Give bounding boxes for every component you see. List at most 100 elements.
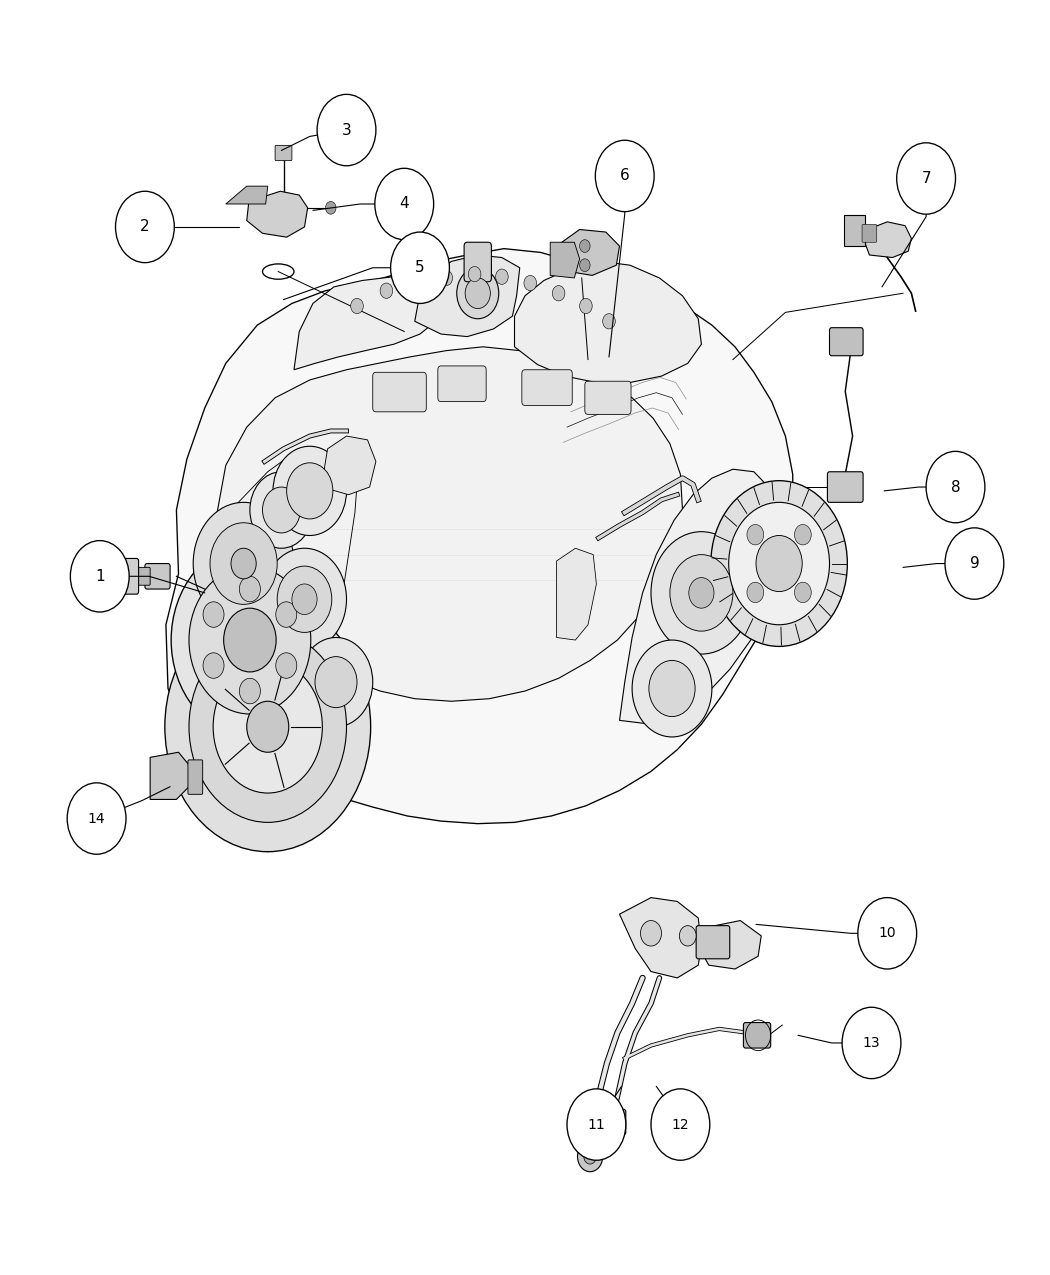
FancyBboxPatch shape <box>596 1109 626 1135</box>
Circle shape <box>203 602 224 627</box>
Circle shape <box>412 275 424 291</box>
Polygon shape <box>556 548 596 640</box>
Circle shape <box>567 1089 626 1160</box>
FancyBboxPatch shape <box>522 370 572 405</box>
Circle shape <box>747 524 763 544</box>
Circle shape <box>375 168 434 240</box>
Circle shape <box>552 286 565 301</box>
Polygon shape <box>323 436 376 495</box>
Circle shape <box>276 602 297 627</box>
Polygon shape <box>620 469 782 724</box>
Polygon shape <box>247 191 308 237</box>
Text: 7: 7 <box>921 171 931 186</box>
Text: 13: 13 <box>863 1037 880 1049</box>
Circle shape <box>945 528 1004 599</box>
Circle shape <box>165 602 371 852</box>
Circle shape <box>795 524 812 544</box>
Text: 4: 4 <box>399 196 410 212</box>
Circle shape <box>317 94 376 166</box>
Text: 12: 12 <box>672 1118 689 1131</box>
Text: 3: 3 <box>341 122 352 138</box>
Circle shape <box>651 1089 710 1160</box>
Circle shape <box>580 298 592 314</box>
Circle shape <box>679 926 696 946</box>
Circle shape <box>440 270 453 286</box>
Circle shape <box>640 921 662 946</box>
Circle shape <box>277 566 332 632</box>
Polygon shape <box>166 249 793 824</box>
Polygon shape <box>698 921 761 969</box>
FancyBboxPatch shape <box>438 366 486 402</box>
Polygon shape <box>620 898 701 978</box>
FancyBboxPatch shape <box>862 224 877 242</box>
Circle shape <box>842 1007 901 1079</box>
Text: 2: 2 <box>140 219 150 235</box>
FancyBboxPatch shape <box>145 564 170 589</box>
Circle shape <box>632 640 712 737</box>
Circle shape <box>795 583 812 603</box>
Circle shape <box>239 576 260 602</box>
Circle shape <box>250 472 313 548</box>
Circle shape <box>247 701 289 752</box>
Text: 6: 6 <box>620 168 630 184</box>
FancyBboxPatch shape <box>373 372 426 412</box>
Polygon shape <box>861 222 911 258</box>
Polygon shape <box>550 242 580 278</box>
FancyBboxPatch shape <box>188 760 203 794</box>
Circle shape <box>670 555 733 631</box>
Circle shape <box>729 502 830 625</box>
Circle shape <box>326 201 336 214</box>
Circle shape <box>276 653 297 678</box>
Circle shape <box>171 544 329 736</box>
Circle shape <box>203 653 224 678</box>
Circle shape <box>262 548 346 650</box>
Circle shape <box>224 608 276 672</box>
Circle shape <box>496 269 508 284</box>
Circle shape <box>299 638 373 727</box>
Text: 5: 5 <box>415 260 425 275</box>
Circle shape <box>595 140 654 212</box>
Circle shape <box>689 578 714 608</box>
Circle shape <box>747 583 763 603</box>
FancyBboxPatch shape <box>827 472 863 502</box>
Circle shape <box>391 232 449 303</box>
FancyBboxPatch shape <box>830 328 863 356</box>
Circle shape <box>315 657 357 708</box>
Circle shape <box>210 523 277 604</box>
Polygon shape <box>294 274 441 370</box>
Polygon shape <box>226 186 268 204</box>
Circle shape <box>213 660 322 793</box>
FancyBboxPatch shape <box>111 558 139 594</box>
Circle shape <box>351 298 363 314</box>
Circle shape <box>231 548 256 579</box>
Circle shape <box>70 541 129 612</box>
Circle shape <box>465 278 490 309</box>
FancyBboxPatch shape <box>743 1023 771 1048</box>
Circle shape <box>858 898 917 969</box>
Circle shape <box>193 502 294 625</box>
Circle shape <box>67 783 126 854</box>
FancyBboxPatch shape <box>464 242 491 282</box>
Circle shape <box>580 240 590 252</box>
Polygon shape <box>556 230 619 275</box>
Text: 1: 1 <box>94 569 105 584</box>
Circle shape <box>262 487 300 533</box>
Circle shape <box>239 678 260 704</box>
Circle shape <box>189 631 346 822</box>
FancyBboxPatch shape <box>131 567 150 585</box>
Circle shape <box>292 584 317 615</box>
Circle shape <box>651 532 752 654</box>
Circle shape <box>603 314 615 329</box>
Circle shape <box>468 266 481 282</box>
FancyBboxPatch shape <box>275 145 292 161</box>
Text: 9: 9 <box>969 556 980 571</box>
Circle shape <box>524 275 537 291</box>
Circle shape <box>926 451 985 523</box>
Circle shape <box>287 463 333 519</box>
Circle shape <box>756 536 802 592</box>
Circle shape <box>711 481 847 646</box>
Text: 11: 11 <box>588 1118 605 1131</box>
Circle shape <box>580 259 590 272</box>
Text: 10: 10 <box>879 927 896 940</box>
FancyBboxPatch shape <box>844 215 865 246</box>
